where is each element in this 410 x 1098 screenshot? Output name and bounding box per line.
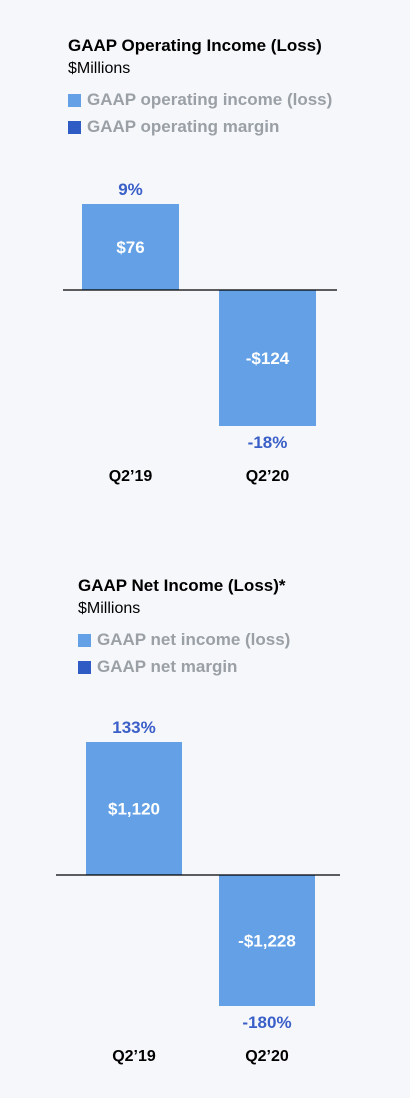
margin-label: -18% <box>248 433 288 452</box>
legend-item-operating-margin: GAAP operating margin <box>68 117 279 137</box>
category-label: Q2’19 <box>109 468 153 485</box>
legend-swatch <box>78 660 91 674</box>
legend-swatch <box>68 120 81 134</box>
legend-label: GAAP net margin <box>97 657 238 676</box>
chart-title: GAAP Net Income (Loss)* <box>78 576 286 595</box>
bar-q219 <box>82 204 179 290</box>
chart-subtitle: $Millions <box>78 600 141 617</box>
category-label: Q2’20 <box>246 468 290 485</box>
bar-value-label: $1,120 <box>108 800 160 819</box>
bar-q220 <box>219 875 315 1006</box>
bar-q219 <box>86 742 182 875</box>
legend-item-net-income: GAAP net income (loss) <box>78 630 290 650</box>
margin-label: 133% <box>112 718 155 737</box>
bar-value-label: $76 <box>116 238 144 257</box>
legend-label: GAAP operating income (loss) <box>87 90 333 109</box>
chart-title: GAAP Operating Income (Loss) <box>68 36 322 55</box>
margin-label: 9% <box>118 180 143 199</box>
legend-item-net-margin: GAAP net margin <box>78 657 237 677</box>
chart-subtitle: $Millions <box>68 60 131 77</box>
legend-label: GAAP net income (loss) <box>97 630 291 649</box>
legend-swatch <box>68 93 81 107</box>
bar-q220 <box>219 290 316 426</box>
legend-swatch <box>78 633 91 647</box>
net-income-chart: $1,120 133% Q2’19 -$1,228 -180% Q2’20 <box>56 718 340 1065</box>
category-label: Q2’20 <box>245 1048 289 1065</box>
legend-label: GAAP operating margin <box>87 117 280 136</box>
category-label: Q2’19 <box>112 1048 156 1065</box>
bar-value-label: -$124 <box>246 349 290 368</box>
bar-value-label: -$1,228 <box>238 932 296 951</box>
legend-item-operating-income: GAAP operating income (loss) <box>68 90 332 110</box>
margin-label: -180% <box>242 1013 291 1032</box>
operating-income-chart: $76 9% Q2’19 -$124 -18% Q2’20 <box>63 180 337 485</box>
